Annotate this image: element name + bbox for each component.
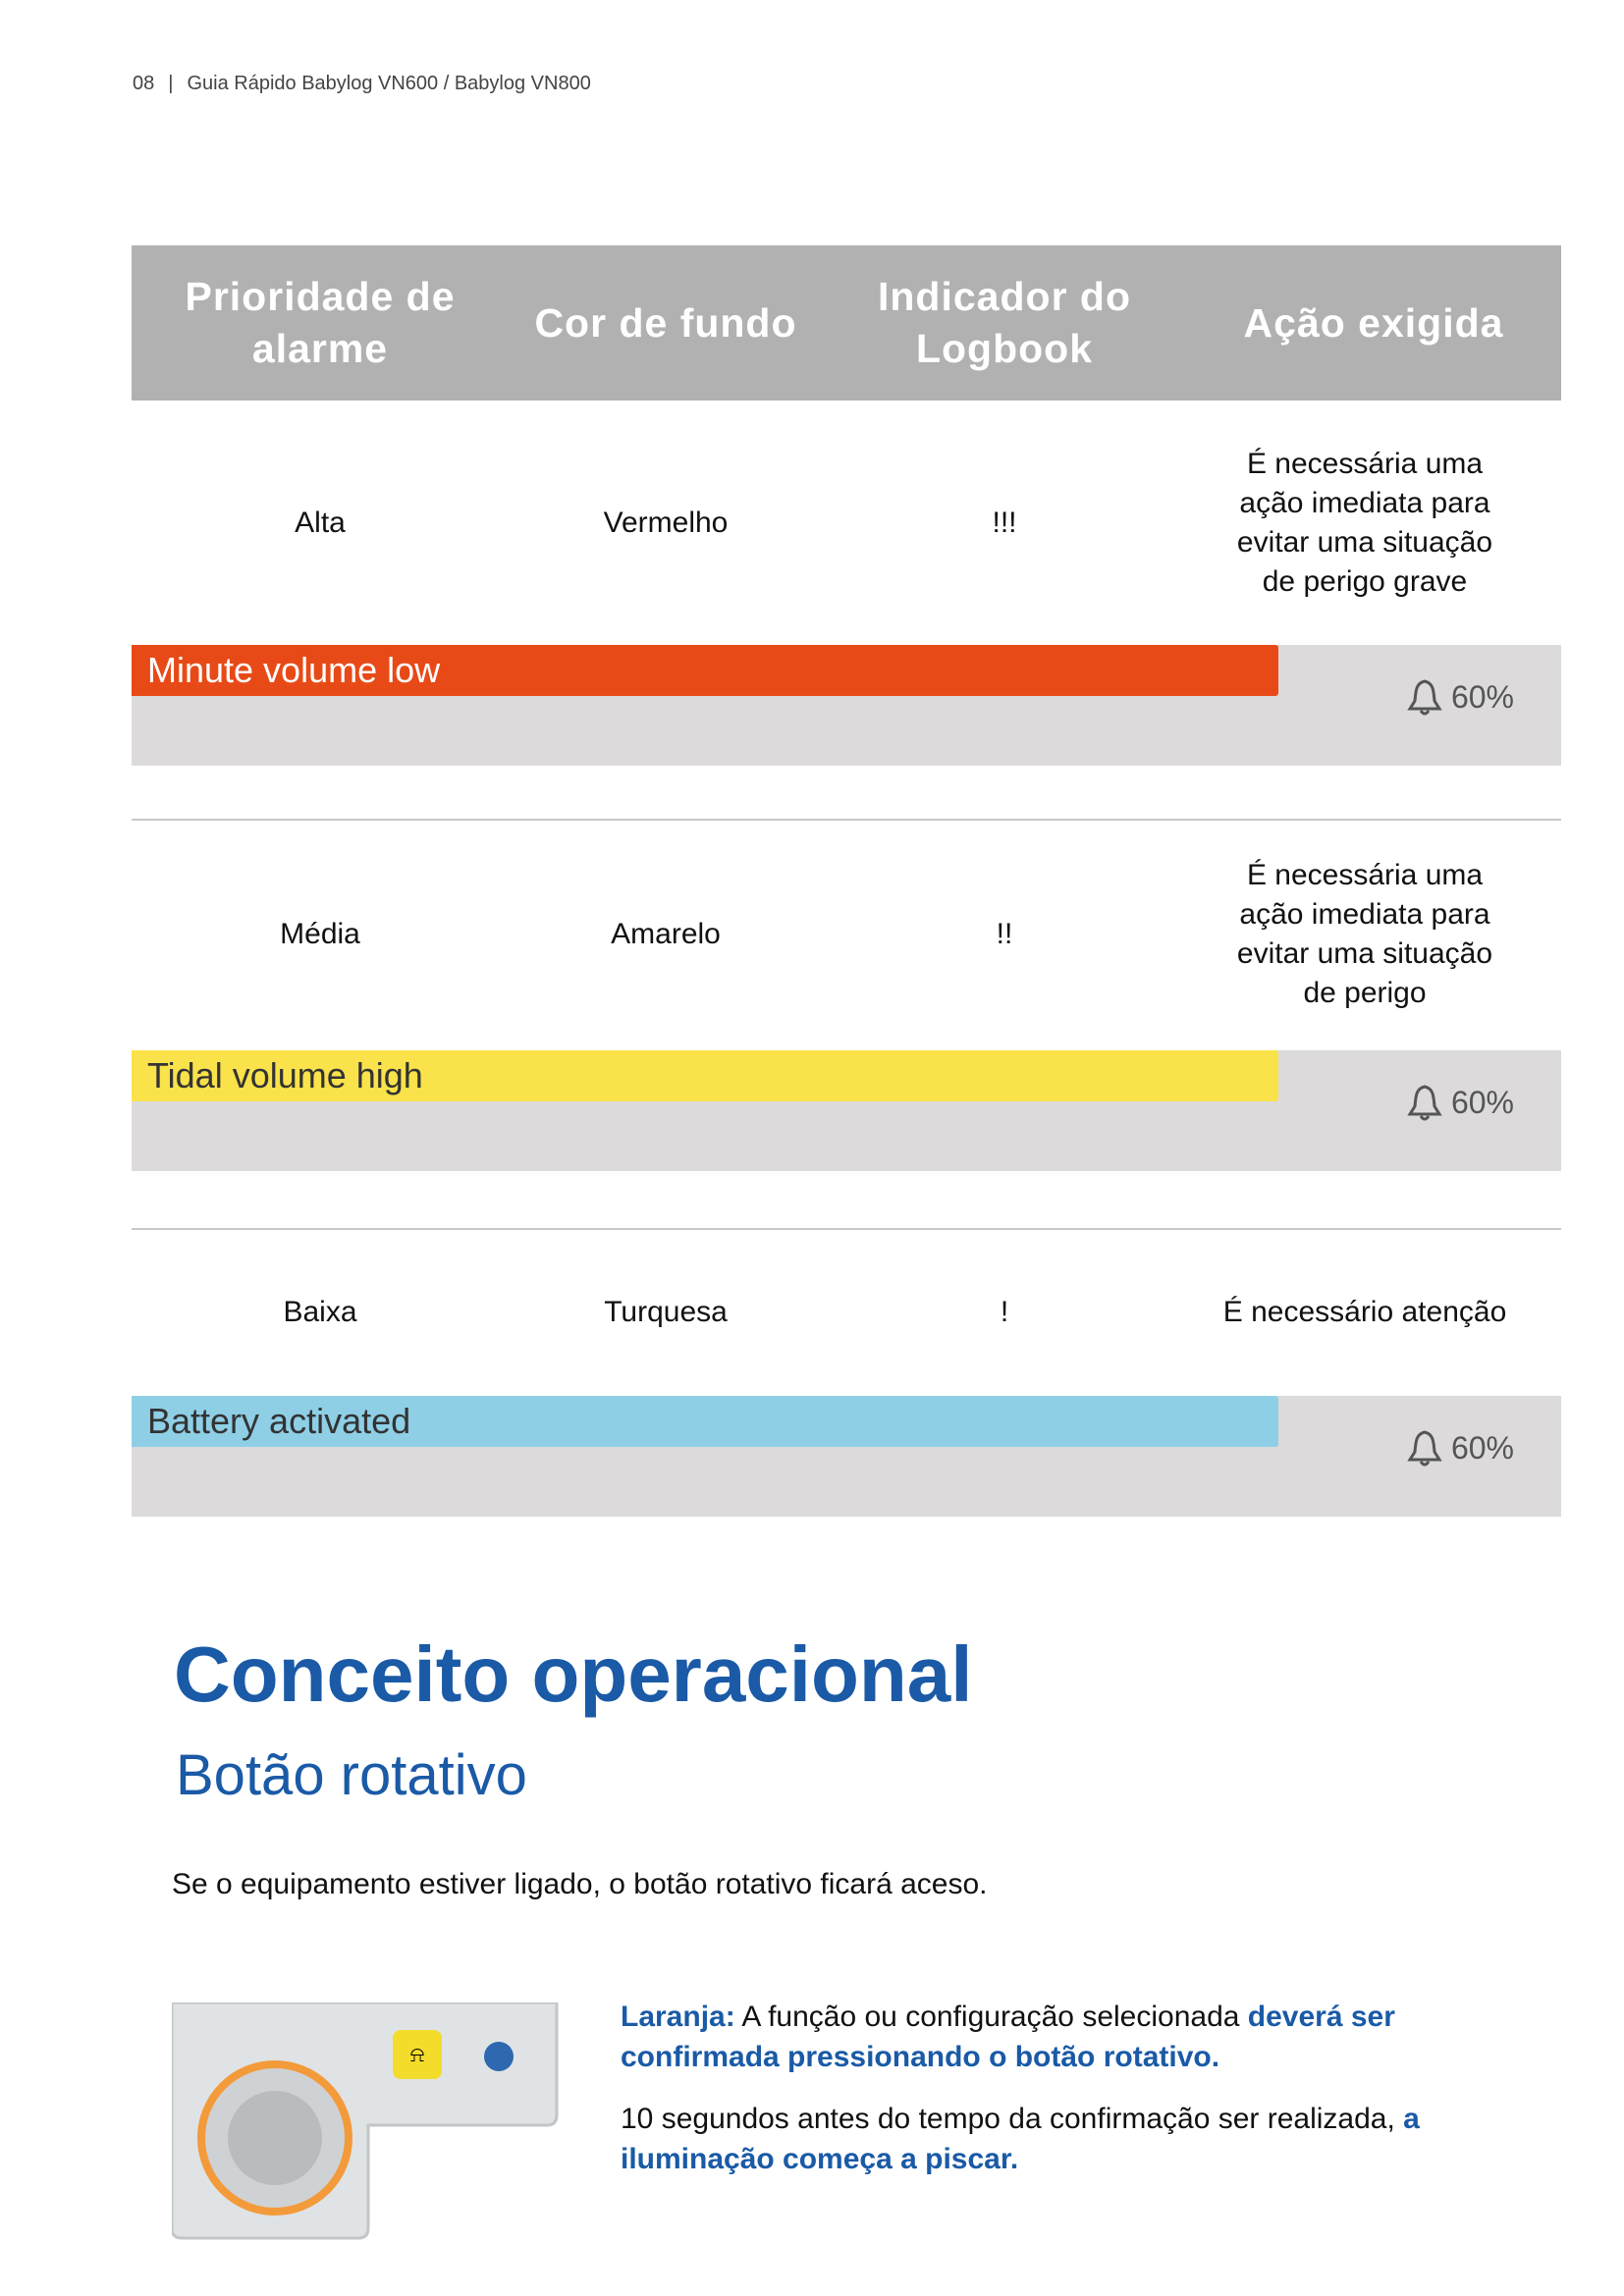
alarm-level: 60%: [1406, 1083, 1514, 1122]
table-cell: !: [1000, 1295, 1009, 1328]
alarm-level-value: 60%: [1450, 1429, 1514, 1466]
column-header: Cor de fundo: [534, 299, 797, 346]
row-separator: [132, 819, 1561, 821]
table-cell: !!: [996, 918, 1013, 950]
text: 10 segundos antes do tempo da confirmaçã…: [621, 2103, 1404, 2135]
page-header: 08 | Guia Rápido Babylog VN600 / Babylog V…: [133, 73, 605, 95]
table-cell: É necessário atenção: [1222, 1295, 1507, 1328]
table-cell: É necessária uma ação imediata para evit…: [1236, 447, 1493, 598]
table-cell: Vermelho: [603, 506, 729, 539]
table-cell: Turquesa: [604, 1295, 728, 1328]
svg-text:⍾: ⍾: [410, 2042, 425, 2066]
alarm-bar: Tidal volume high 60%: [132, 1050, 1561, 1171]
alarm-message: Tidal volume high: [132, 1050, 1278, 1101]
paragraph: 10 segundos antes do tempo da confirmaçã…: [621, 2099, 1485, 2179]
paragraph: Laranja: A função ou configuração seleci…: [621, 1997, 1485, 2077]
intro-text: Se o equipamento estiver ligado, o botão…: [172, 1868, 988, 1900]
emphasis: Laranja:: [621, 2001, 735, 2033]
bell-icon: [1407, 1430, 1442, 1467]
doc-title: Guia Rápido Babylog VN600 / Babylog VN80…: [187, 73, 591, 94]
column-header: Indicador do Logbook: [878, 274, 1131, 371]
table-cell: Amarelo: [611, 918, 721, 950]
alarm-level: 60%: [1406, 1428, 1514, 1468]
row-separator: [132, 1228, 1561, 1230]
page-number: 08: [133, 73, 155, 94]
alarm-message: Battery activated: [132, 1396, 1278, 1447]
table-cell: !!!: [992, 506, 1017, 539]
separator: |: [168, 73, 174, 94]
table-cell: Alta: [295, 506, 346, 539]
knob-image: ⍾: [172, 2002, 559, 2240]
emphasis: deverá ser confirmada pressionando o bot…: [621, 2001, 1395, 2073]
alarm-level: 60%: [1406, 677, 1514, 717]
alarm-bar: Minute volume low 60%: [132, 645, 1561, 766]
table-cell: Baixa: [283, 1295, 357, 1328]
text: A função ou configuração selecionada: [734, 2001, 1248, 2033]
column-header: Ação exigida: [1243, 299, 1504, 346]
bell-icon: [1407, 1085, 1442, 1121]
bell-icon: [1407, 679, 1442, 716]
emphasis: a iluminação começa a piscar.: [621, 2103, 1420, 2175]
alarm-level-value: 60%: [1450, 678, 1514, 715]
description: Laranja: A função ou configuração seleci…: [621, 1997, 1485, 2201]
column-header: Prioridade de alarme: [185, 274, 456, 371]
table-cell: Média: [280, 918, 360, 950]
alarm-level-value: 60%: [1450, 1084, 1514, 1120]
table-header: Prioridade de alarme Cor de fundo Indicado…: [132, 245, 1561, 400]
section-subtitle: Botão rotativo: [176, 1743, 527, 1807]
table-cell: É necessária uma ação imediata para evit…: [1236, 859, 1493, 1009]
alarm-bar: Battery activated 60%: [132, 1396, 1561, 1517]
alarm-message: Minute volume low: [132, 645, 1278, 696]
section-title: Conceito operacional: [174, 1630, 973, 1718]
